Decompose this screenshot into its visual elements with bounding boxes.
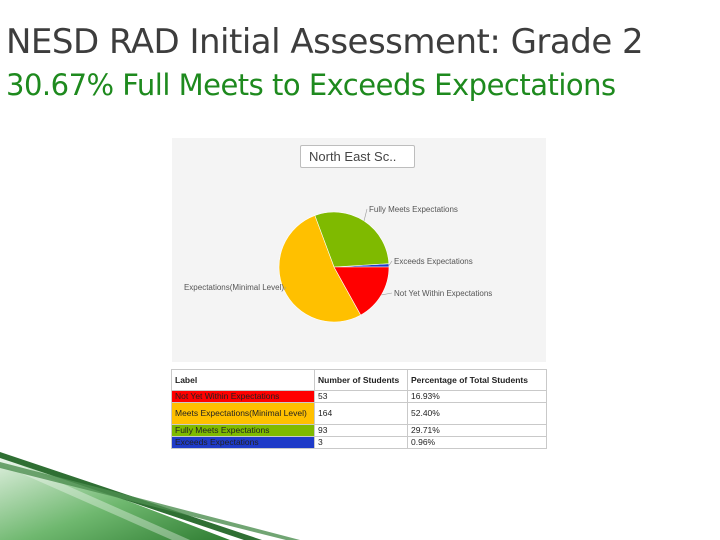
table-row: Meets Expectations(Minimal Level) 164 52… xyxy=(171,402,547,425)
row-count: 3 xyxy=(314,436,408,449)
callout-line xyxy=(363,208,368,221)
header-percent: Percentage of Total Students xyxy=(407,369,547,391)
header-count: Number of Students xyxy=(314,369,408,391)
row-label: Meets Expectations(Minimal Level) xyxy=(171,402,315,425)
callout-line xyxy=(283,286,287,291)
row-label: Not Yet Within Expectations xyxy=(171,390,315,403)
slide-subtitle: 30.67% Full Meets to Exceeds Expectation… xyxy=(6,68,616,102)
slide-title: NESD RAD Initial Assessment: Grade 2 xyxy=(6,22,644,62)
slice-label: Not Yet Within Expectations xyxy=(394,289,492,298)
row-count: 164 xyxy=(314,402,408,425)
school-select[interactable]: North East Sc.. xyxy=(300,145,415,168)
corner-decoration xyxy=(0,452,300,540)
slice-label: Expectations(Minimal Level) xyxy=(184,283,284,292)
pie-slice xyxy=(333,266,390,316)
row-percent: 0.96% xyxy=(407,436,547,449)
row-label: Exceeds Expectations xyxy=(171,436,315,449)
data-table: Label Number of Students Percentage of T… xyxy=(171,369,547,449)
chart-panel: North East Sc.. Fully Meets Expectations… xyxy=(172,138,546,362)
table-row: Not Yet Within Expectations 53 16.93% xyxy=(171,390,547,403)
row-percent: 29.71% xyxy=(407,424,547,437)
pie-chart: Fully Meets Expectations Exceeds Expectat… xyxy=(184,205,492,323)
table-row: Fully Meets Expectations 93 29.71% xyxy=(171,424,547,437)
row-count: 93 xyxy=(314,424,408,437)
pie-slice xyxy=(314,211,390,268)
callout-line xyxy=(388,260,393,266)
slice-label: Fully Meets Expectations xyxy=(369,205,458,214)
table-header-row: Label Number of Students Percentage of T… xyxy=(171,369,547,391)
row-label: Fully Meets Expectations xyxy=(171,424,315,437)
row-percent: 52.40% xyxy=(407,402,547,425)
row-count: 53 xyxy=(314,390,408,403)
callout-line xyxy=(381,292,393,296)
table-row: Exceeds Expectations 3 0.96% xyxy=(171,436,547,449)
row-percent: 16.93% xyxy=(407,390,547,403)
slice-label: Exceeds Expectations xyxy=(394,257,473,266)
header-label: Label xyxy=(171,369,315,391)
